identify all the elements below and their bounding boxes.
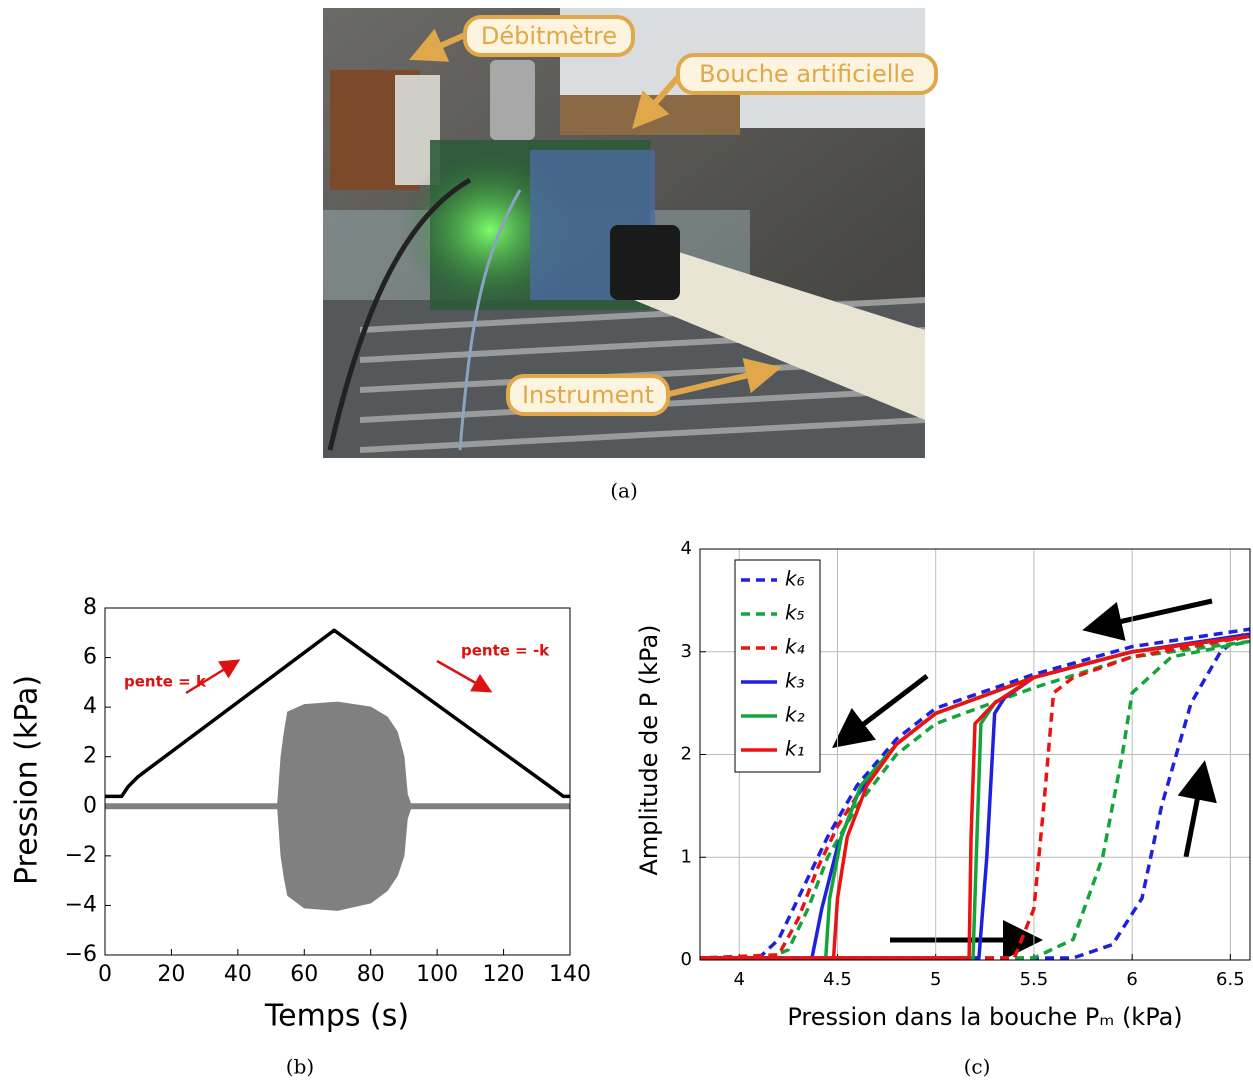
y-axis-label: Amplitude de P (kPa) — [635, 624, 663, 875]
x-tick-label: 80 — [357, 962, 385, 987]
y-tick-label: 0 — [83, 793, 97, 818]
photo-arrow — [409, 28, 467, 62]
x-tick-label: 5.5 — [1020, 969, 1049, 990]
x-tick-label: 120 — [483, 962, 525, 987]
y-tick-label: 6 — [83, 645, 97, 670]
plot: 4 4.5 5 5.5 6 6.5 0 1 2 3 4 Pression dans la bouche… — [635, 538, 1251, 1031]
y-tick-label: 2 — [681, 744, 692, 765]
photo-label: Instrument — [522, 381, 654, 409]
photo-arrow — [664, 358, 782, 398]
x-tick-label: 6.5 — [1216, 969, 1245, 990]
y-tick-label: −6 — [65, 942, 97, 967]
caption: (b) — [286, 1055, 314, 1079]
x-tick-label: 140 — [549, 962, 591, 987]
photo-arrow — [632, 73, 683, 129]
legend-box — [734, 559, 821, 773]
plot: 0 20 40 60 80 100 120 140 −6 −4 −2 0 2 4 6 8 Temps (s) Pr… — [10, 595, 592, 1034]
annotation: pente = k — [124, 673, 207, 691]
y-tick-label: 2 — [83, 744, 97, 769]
x-tick-label: 4.5 — [823, 969, 852, 990]
y-axis-label: Pression (kPa) — [10, 675, 45, 885]
legend-label: k₂ — [785, 703, 805, 727]
x-axis-label: Pression dans la bouche Pₘ (kPa) — [787, 1003, 1182, 1031]
annotation-arrow — [436, 659, 493, 693]
x-tick-label: 100 — [416, 962, 458, 987]
caption: (a) — [610, 479, 638, 503]
arrow — [1177, 760, 1217, 858]
x-tick-label: 40 — [224, 962, 252, 987]
label-box — [506, 374, 670, 416]
legend-label: k₃ — [785, 669, 805, 693]
line — [105, 628, 570, 799]
legend-label: k₅ — [785, 601, 805, 625]
x-tick-label: 5 — [930, 969, 941, 990]
x-tick-label: 4 — [734, 969, 745, 990]
label-box — [676, 53, 938, 95]
photo-label: Bouche artificielle — [699, 60, 915, 88]
y-tick-label: 4 — [83, 694, 97, 719]
annotation-arrow — [185, 659, 241, 695]
legend-label: k₆ — [785, 567, 805, 591]
legend-label: k₄ — [785, 635, 805, 659]
y-tick-label: 0 — [681, 949, 692, 970]
legend-label: k₁ — [785, 737, 805, 761]
y-tick-label: −2 — [65, 843, 97, 868]
y-tick-label: 8 — [83, 595, 97, 620]
plot-frame — [104, 607, 571, 956]
annotation: pente = -k — [461, 642, 550, 660]
x-axis-label: Temps (s) — [264, 999, 409, 1034]
line — [700, 627, 1250, 960]
photo-label: Débitmètre — [481, 22, 617, 50]
x-tick-label: 0 — [98, 962, 112, 987]
y-tick-label: 3 — [681, 641, 692, 662]
y-tick-label: −4 — [65, 892, 97, 917]
label-box — [463, 15, 635, 57]
x-tick-label: 20 — [157, 962, 185, 987]
arrow — [1082, 598, 1213, 641]
y-tick-label: 4 — [681, 538, 692, 559]
x-tick-label: 6 — [1126, 969, 1137, 990]
x-tick-label: 60 — [290, 962, 318, 987]
line — [700, 634, 1250, 960]
arrow — [832, 674, 929, 749]
caption: (c) — [964, 1055, 991, 1079]
y-tick-label: 1 — [681, 846, 692, 867]
plot-frame — [699, 548, 1251, 961]
envelope — [105, 701, 570, 911]
